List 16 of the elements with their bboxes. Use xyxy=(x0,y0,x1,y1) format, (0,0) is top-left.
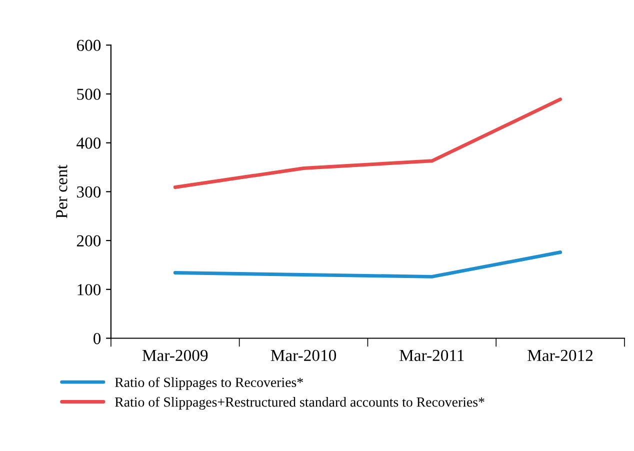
x-tick-label: Mar-2009 xyxy=(142,350,208,362)
x-tick-label: Mar-2012 xyxy=(528,350,593,362)
x-tick-label: Mar-2011 xyxy=(400,350,464,362)
y-tick-label: 500 xyxy=(77,88,101,100)
y-tick-label: 100 xyxy=(78,284,101,296)
line-series xyxy=(173,250,562,278)
legend-label: Ratio of Slippages to Recoveries* xyxy=(115,377,303,390)
y-axis-title: Per cent xyxy=(56,164,68,218)
y-tick-label: 0 xyxy=(94,332,101,344)
line-series xyxy=(173,98,562,190)
y-tick-label: 400 xyxy=(76,138,101,149)
y-tick-label: 300 xyxy=(77,186,101,198)
legend-label: Ratio of Slippages+Restructured standard accounts to Recoveries* xyxy=(115,396,484,410)
y-tick-label: 200 xyxy=(76,235,101,246)
x-tick-label: Mar-2010 xyxy=(270,350,336,362)
y-tick-label: 600 xyxy=(76,40,101,52)
